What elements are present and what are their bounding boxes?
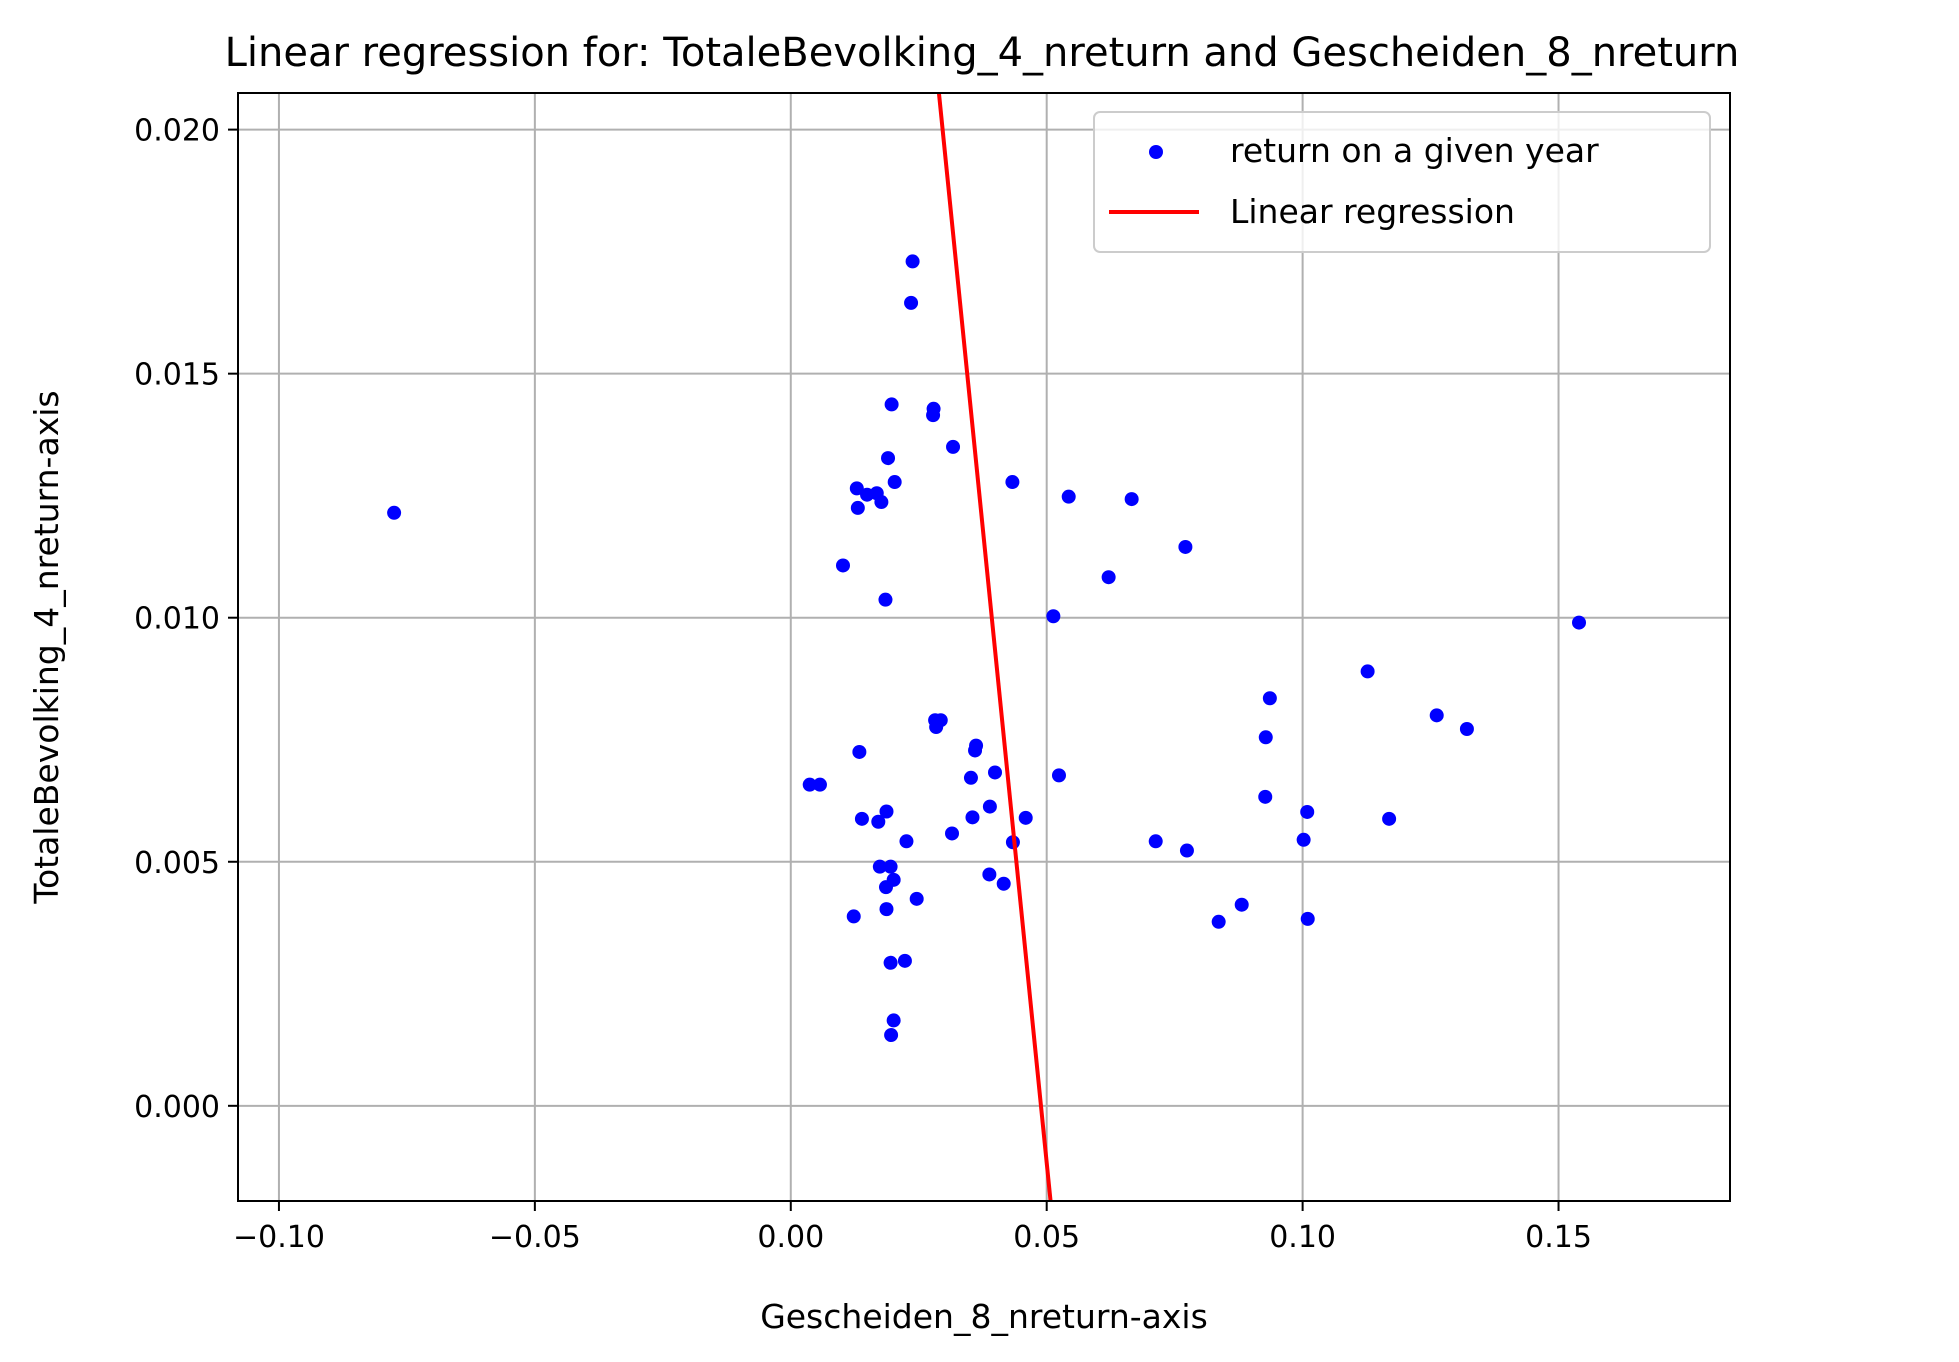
x-axis-label: Gescheiden_8_nreturn-axis <box>760 1297 1208 1336</box>
legend-label-scatter: return on a given year <box>1230 131 1599 170</box>
x-tick-label: −0.10 <box>233 1220 325 1255</box>
scatter-point <box>1234 897 1249 912</box>
scatter-point <box>965 810 980 825</box>
scatter-point <box>872 859 887 874</box>
scatter-point <box>387 505 402 520</box>
scatter-point <box>871 814 886 829</box>
y-tick-label: 0.020 <box>134 114 220 149</box>
scatter-point <box>1296 832 1311 847</box>
scatter-point <box>929 720 944 735</box>
scatter-series <box>387 254 1587 1043</box>
scatter-point <box>1124 492 1139 507</box>
scatter-point <box>886 1013 901 1028</box>
scatter-point <box>1300 804 1315 819</box>
scatter-point <box>904 295 919 310</box>
legend-box <box>1093 111 1711 253</box>
legend-scatter-marker <box>1149 145 1163 159</box>
scatter-point <box>835 558 850 573</box>
scatter-point <box>946 439 961 454</box>
scatter-point <box>905 254 920 269</box>
y-tick-label: 0.005 <box>134 846 220 881</box>
regression-series <box>936 93 1053 1201</box>
scatter-point <box>812 777 827 792</box>
scatter-point <box>846 909 861 924</box>
scatter-point <box>1429 708 1444 723</box>
scatter-point <box>996 876 1011 891</box>
scatter-point <box>1360 664 1375 679</box>
scatter-point <box>874 495 889 510</box>
scatter-point <box>1258 730 1273 745</box>
scatter-point <box>887 475 902 490</box>
scatter-point <box>968 743 983 758</box>
scatter-point <box>1148 834 1163 849</box>
scatter-point <box>1046 609 1061 624</box>
scatter-point <box>854 811 869 826</box>
x-tick-label: 0.10 <box>1269 1220 1336 1255</box>
scatter-point <box>982 867 997 882</box>
scatter-point <box>1382 811 1397 826</box>
scatter-point <box>1005 475 1020 490</box>
scatter-point <box>988 765 1003 780</box>
legend: return on a given year Linear regression <box>1093 111 1711 253</box>
x-tick-label: 0.15 <box>1525 1220 1592 1255</box>
scatter-point <box>982 799 997 814</box>
scatter-point <box>878 592 893 607</box>
scatter-point <box>1051 768 1066 783</box>
scatter-point <box>1178 539 1193 554</box>
scatter-point <box>1211 914 1226 929</box>
legend-label-regression: Linear regression <box>1230 192 1515 231</box>
scatter-point <box>878 880 893 895</box>
plot-frame <box>237 92 1731 1202</box>
chart-title: Linear regression for: TotaleBevolking_4… <box>225 30 1740 76</box>
scatter-point <box>1572 615 1587 630</box>
plot-area <box>387 93 1587 1201</box>
y-tick-label: 0.000 <box>134 1090 220 1125</box>
x-tick-label: 0.00 <box>757 1220 824 1255</box>
scatter-point <box>849 481 864 496</box>
x-tick-label: 0.05 <box>1013 1220 1080 1255</box>
axis-ticks: −0.10 −0.05 0.00 0.05 0.10 0.15 0.000 0.005 0.01… <box>134 114 1592 1255</box>
scatter-point <box>899 834 914 849</box>
scatter-point <box>945 826 960 841</box>
y-axis-label: TotaleBevolking_4_nreturn-axis <box>27 390 66 904</box>
scatter-point <box>850 500 865 515</box>
scatter-point <box>1262 691 1277 706</box>
x-tick-label: −0.05 <box>489 1220 581 1255</box>
scatter-point <box>1258 789 1273 804</box>
scatter-point <box>1300 911 1315 926</box>
scatter-point <box>926 408 941 423</box>
scatter-point <box>1459 722 1474 737</box>
scatter-point <box>963 770 978 785</box>
scatter-point <box>881 451 896 466</box>
scatter-point <box>1018 810 1033 825</box>
scatter-point <box>879 902 894 917</box>
y-tick-label: 0.010 <box>134 602 220 637</box>
scatter-point <box>1179 843 1194 858</box>
scatter-point <box>897 953 912 968</box>
scatter-point <box>909 891 924 906</box>
scatter-point <box>1061 489 1076 504</box>
scatter-point <box>1101 570 1116 585</box>
scatter-point <box>852 744 867 759</box>
scatter-point <box>883 859 898 874</box>
regression-line <box>936 93 1053 1201</box>
scatter-point <box>884 397 899 412</box>
y-tick-label: 0.015 <box>134 358 220 393</box>
scatter-point <box>884 1028 899 1043</box>
scatter-point <box>802 777 817 792</box>
scatter-point <box>879 804 894 819</box>
scatter-point <box>883 955 898 970</box>
